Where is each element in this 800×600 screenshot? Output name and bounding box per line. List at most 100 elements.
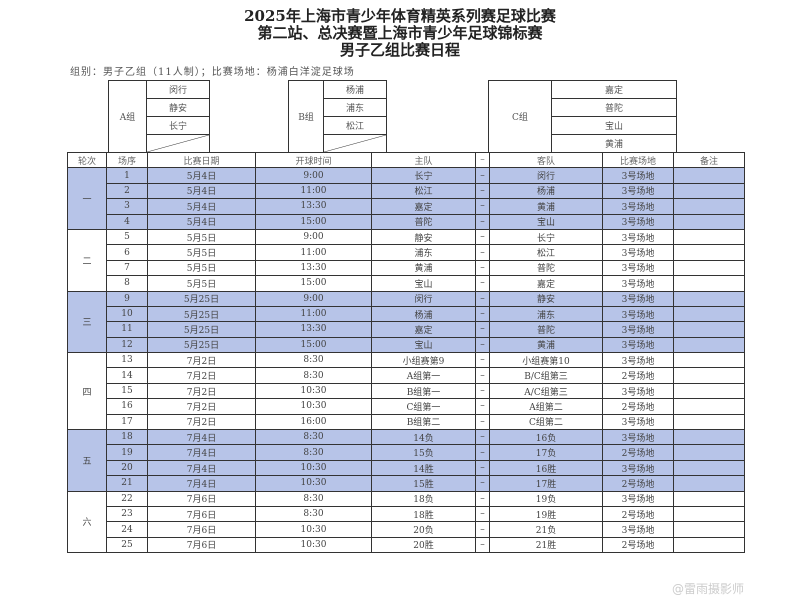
group-team: 浦东 (324, 99, 386, 117)
venue: 3号场地 (602, 290, 674, 307)
away-team: 杨浦 (489, 182, 603, 200)
table-row: 4 5月4日 15:00 普陀 – 宝山 3号场地 (68, 213, 745, 230)
match-no: 7 (106, 259, 148, 277)
group-team: 宝山 (552, 117, 676, 135)
match-date: 5月5日 (147, 259, 256, 277)
table-row: 四 13 7月2日 8:30 小组赛第9– 小组赛第10 3号场地 (67, 352, 745, 431)
venue: 3号场地 (602, 305, 674, 323)
match-no: 19 (106, 444, 148, 461)
home-team: 浦东 (371, 244, 476, 261)
home-team: 15负 (371, 444, 476, 461)
venue: 3号场地 (602, 382, 674, 400)
group-team: 杨浦 (324, 81, 386, 99)
away-team: 黄浦 (489, 198, 603, 215)
schedule-table: 轮次 场序 比赛日期 开球时间 主队 – 客队 比赛场地 备注一 1 5月4日 9:00 长宁 – 闵行 3号… (67, 151, 745, 554)
remarks (673, 444, 745, 461)
vs-dash: – (475, 490, 490, 507)
match-no: 23 (106, 505, 148, 523)
match-no: 18 (106, 429, 148, 446)
match-date: 7月4日 (147, 475, 256, 492)
match-date: 5月5日 (147, 228, 256, 246)
table-row: 6 5月5日 11:00 浦东 – 松江 3号场地 (68, 244, 745, 261)
venue: 3号场地 (602, 259, 674, 277)
kickoff-time: 10:30 (255, 398, 372, 415)
away-team: 黄浦 (489, 336, 603, 354)
table-row: 10 5月25日 11:00 杨浦 – 浦东 3号场地 (68, 305, 745, 323)
kickoff-time: 16:00 (255, 413, 372, 431)
kickoff-time: 9:00 (255, 167, 372, 184)
away-team: 21胜 (489, 536, 603, 554)
group-team: 黄浦 (604, 140, 623, 150)
group-label: C组 (489, 81, 552, 152)
group-team: 松江 (324, 117, 386, 135)
vs-dash: – (475, 182, 490, 200)
home-team: B组第二 (371, 413, 476, 431)
match-no: 24 (106, 521, 148, 538)
venue: 3号场地 (602, 182, 674, 200)
vs-dash: – (475, 475, 490, 492)
match-no: 9 (106, 290, 148, 307)
home-team: 18胜 (371, 505, 476, 523)
group-team: 闵行 (147, 81, 209, 99)
home-team: 松江 (371, 182, 476, 200)
home-team: 嘉定 (371, 198, 476, 215)
group-label: A组 (109, 81, 147, 152)
away-team: 21负 (489, 521, 603, 538)
venue: 3号场地 (602, 490, 674, 507)
round-cell: 三 (67, 290, 107, 354)
venue: 2号场地 (602, 475, 674, 492)
remarks (673, 259, 745, 277)
doc-title-line2: 第二站、总决赛暨上海市青少年足球锦标赛 (257, 24, 543, 42)
venue: 2号场地 (602, 505, 674, 523)
column-header: 主队 (371, 151, 476, 169)
remarks (673, 521, 745, 538)
table-row: 8 5月5日 15:00 宝山 – 嘉定 3号场地 (68, 275, 745, 292)
table-row: 20 7月4日 10:30 14胜 –16胜 3号场地 (68, 459, 745, 477)
remarks (673, 382, 745, 400)
kickoff-time: 9:00 (255, 228, 372, 246)
home-team: 18负 (371, 490, 476, 507)
group-box: C组 嘉定 普陀 宝山 黄浦 (488, 80, 677, 153)
match-date: 7月6日 (147, 490, 256, 507)
vs-dash: – (475, 367, 490, 384)
venue: 3号场地 (602, 213, 674, 230)
table-row: 21 7月4日 10:30 15胜 –17胜 2号场地 (68, 475, 745, 492)
away-team: 16负 (489, 429, 603, 446)
remarks (673, 413, 745, 431)
watermark: @雷雨摄影师 (672, 582, 745, 596)
vs-dash: – (475, 336, 490, 354)
group-team: 静安 (147, 99, 209, 117)
venue: 3号场地 (602, 413, 674, 431)
away-team: A/C组第三 (489, 382, 603, 400)
match-date: 5月5日 (147, 275, 256, 292)
venue: 2号场地 (602, 367, 674, 384)
home-team: 20负 (371, 521, 476, 538)
table-row: 五 18 7月4日 8:30 14负 –16负 3号场地 (67, 429, 745, 492)
remarks (673, 398, 745, 415)
column-header: 比赛日期 (147, 151, 256, 169)
table-row: 2 5月4日 11:00 松江 – 杨浦 3号场地 (68, 182, 745, 200)
match-date: 5月25日 (147, 290, 256, 307)
venue: 3号场地 (602, 244, 674, 261)
group-team (324, 135, 386, 152)
vs-dash: – (475, 444, 490, 461)
home-team: C组第一 (371, 398, 476, 415)
remarks (673, 290, 745, 307)
remarks (673, 336, 745, 354)
kickoff-time: 10:30 (255, 475, 372, 492)
remarks (673, 321, 745, 338)
away-team: 普陀 (489, 259, 603, 277)
home-team: 嘉定 (371, 321, 476, 338)
table-row: 23 7月6日 8:30 18胜 –19胜 2号场地 (68, 505, 745, 523)
empty-slot-diagonal (324, 135, 386, 152)
home-team: 小组赛第9 (371, 352, 476, 369)
remarks (673, 352, 745, 369)
venue: 3号场地 (602, 275, 674, 292)
match-date: 5月4日 (147, 198, 256, 215)
remarks (673, 167, 745, 184)
vs-dash: – (475, 459, 490, 477)
vs-dash: – (475, 536, 490, 554)
remarks (673, 505, 745, 523)
away-team: C组第二 (489, 413, 603, 431)
vs-dash: – (475, 275, 490, 292)
